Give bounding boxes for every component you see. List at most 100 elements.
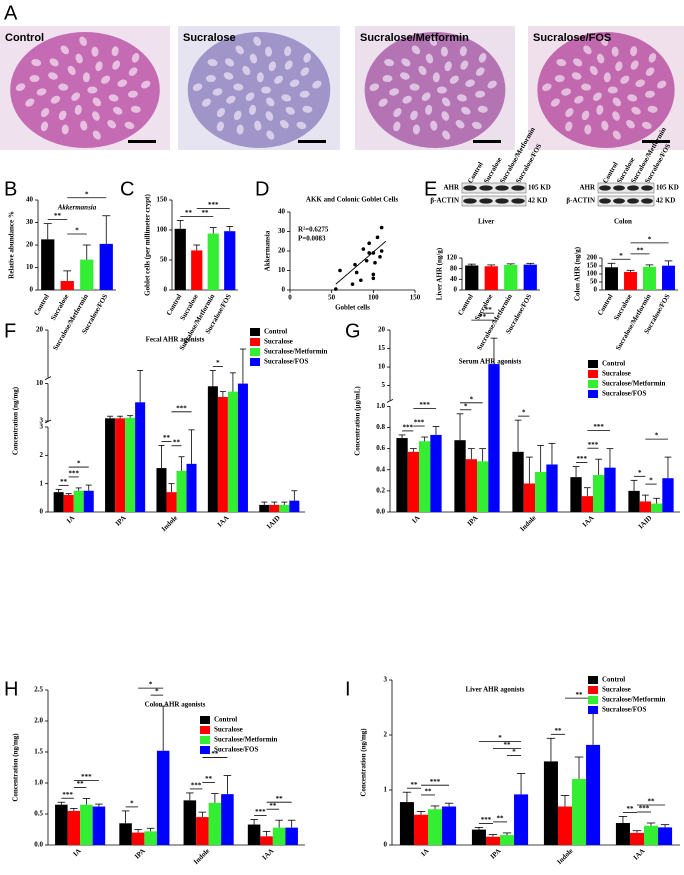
bar bbox=[605, 267, 618, 290]
image-label: Control bbox=[5, 32, 44, 44]
bar bbox=[176, 470, 187, 512]
crypt bbox=[265, 111, 274, 121]
crypt bbox=[87, 86, 98, 94]
chart-title: AKK and Colonic Goblet Cells bbox=[306, 196, 398, 204]
y-tick-label: 40 bbox=[450, 275, 458, 283]
crypt bbox=[15, 83, 26, 91]
y-tick-label: 10 bbox=[36, 379, 44, 387]
crypt bbox=[441, 111, 450, 121]
y-axis-label: Colon AHR (ng/g) bbox=[574, 246, 582, 301]
crypt bbox=[107, 119, 117, 129]
legend-label: Sucralose bbox=[602, 370, 631, 378]
bar bbox=[105, 418, 116, 512]
crypt bbox=[112, 60, 121, 70]
bar bbox=[658, 827, 673, 845]
blot-row-label: β-ACTIN bbox=[430, 197, 459, 205]
point bbox=[354, 270, 359, 275]
bar bbox=[662, 265, 675, 290]
x-tick-label: IPA bbox=[114, 514, 128, 528]
y-tick-label: 10 bbox=[378, 363, 386, 371]
bar bbox=[186, 463, 197, 512]
y-tick-label: 20 bbox=[378, 326, 386, 334]
crypt bbox=[284, 46, 292, 57]
legend-label: Sucralose/FOS bbox=[264, 358, 308, 366]
significance-label: ** bbox=[648, 798, 656, 806]
trendline bbox=[335, 240, 387, 285]
legend-swatch bbox=[588, 696, 598, 704]
y-tick-label: 30 bbox=[278, 227, 286, 235]
legend-swatch bbox=[588, 360, 598, 368]
crypt bbox=[212, 88, 223, 96]
significance-label: * bbox=[522, 409, 526, 417]
bar bbox=[80, 804, 93, 845]
panel-letter: E bbox=[424, 178, 437, 200]
bar bbox=[125, 417, 136, 512]
blot-tissue-label: Colon bbox=[614, 218, 632, 226]
legend-label: Sucralose/Metformin bbox=[214, 736, 277, 744]
point bbox=[371, 251, 376, 255]
crypt bbox=[58, 110, 67, 121]
significance-label: * bbox=[648, 235, 652, 243]
panel-letter: G bbox=[345, 320, 361, 342]
y-tick-label: 2.0 bbox=[34, 717, 43, 725]
bar bbox=[207, 386, 218, 512]
bar bbox=[217, 396, 228, 512]
crypt bbox=[581, 110, 590, 121]
significance-label: ** bbox=[497, 815, 505, 823]
crypt bbox=[236, 124, 244, 135]
blot-band bbox=[511, 198, 525, 204]
significance-label: ** bbox=[276, 795, 284, 803]
significance-label: *** bbox=[639, 805, 650, 813]
significance-label: ** bbox=[60, 478, 68, 486]
bar bbox=[651, 503, 663, 512]
x-tick-label: Indole bbox=[192, 847, 211, 866]
bar bbox=[55, 804, 68, 845]
crypt bbox=[50, 95, 61, 104]
crypt bbox=[369, 83, 380, 91]
crypt bbox=[40, 108, 50, 118]
crypt bbox=[478, 53, 487, 63]
crypt bbox=[111, 46, 119, 57]
crypt bbox=[36, 88, 47, 96]
crypt bbox=[620, 75, 630, 84]
bar bbox=[67, 810, 81, 845]
x-axis-label: Goblet cells bbox=[335, 304, 370, 312]
bar bbox=[279, 504, 290, 512]
crypt bbox=[256, 72, 264, 83]
crypt bbox=[141, 80, 151, 89]
crypt bbox=[421, 92, 431, 101]
significance-label: ** bbox=[211, 750, 219, 758]
bar bbox=[285, 827, 298, 845]
x-tick-label: 0 bbox=[288, 294, 292, 302]
bar bbox=[430, 434, 442, 512]
bar bbox=[586, 744, 601, 845]
x-tick-label: Indole bbox=[555, 847, 574, 866]
bar bbox=[581, 496, 593, 512]
point bbox=[338, 268, 342, 273]
bar bbox=[512, 451, 524, 512]
bar bbox=[624, 271, 637, 290]
bar bbox=[484, 266, 498, 290]
point bbox=[371, 276, 376, 281]
crypt bbox=[82, 72, 90, 83]
bar bbox=[259, 504, 270, 512]
bar bbox=[471, 829, 486, 845]
chart-title: Fecal AHR agonists bbox=[146, 336, 205, 344]
bar bbox=[523, 483, 535, 512]
crypt bbox=[253, 36, 262, 46]
point bbox=[379, 249, 384, 253]
significance-label: *** bbox=[81, 773, 92, 781]
crypt bbox=[300, 67, 310, 76]
crypt bbox=[113, 106, 123, 115]
significance-label: * bbox=[77, 460, 81, 468]
bar bbox=[643, 266, 656, 290]
y-tick-label: 100 bbox=[157, 226, 168, 234]
significance-label: * bbox=[655, 432, 659, 440]
significance-label: ** bbox=[410, 781, 418, 789]
crypt bbox=[296, 121, 307, 130]
y-tick-label: 10 bbox=[278, 266, 286, 274]
crypt bbox=[440, 46, 448, 57]
significance-label: * bbox=[155, 688, 159, 696]
significance-label: *** bbox=[402, 424, 413, 432]
crypt bbox=[402, 95, 412, 104]
